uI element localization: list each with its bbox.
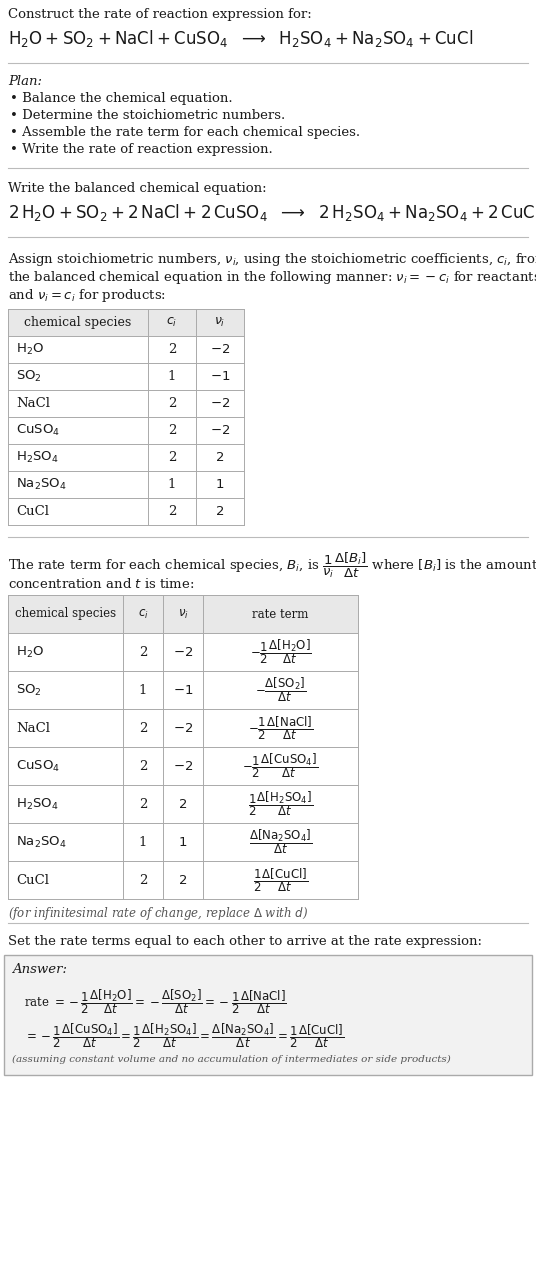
Text: $-\dfrac{1}{2}\dfrac{\Delta[\mathrm{CuSO_4}]}{\Delta t}$: $-\dfrac{1}{2}\dfrac{\Delta[\mathrm{CuSO… [242,752,318,780]
Text: $\dfrac{1}{2}\dfrac{\Delta[\mathrm{CuCl}]}{\Delta t}$: $\dfrac{1}{2}\dfrac{\Delta[\mathrm{CuCl}… [253,866,308,894]
Bar [8,337,244,363]
Text: 1: 1 [139,683,147,696]
Bar [8,632,358,671]
Text: The rate term for each chemical species, $B_i$, is $\dfrac{1}{\nu_i}\dfrac{\Delt: The rate term for each chemical species,… [8,551,536,580]
Text: 1: 1 [168,478,176,491]
Text: $-2$: $-2$ [210,343,230,356]
Text: $c_i$: $c_i$ [138,607,148,621]
Text: $\mathrm{2\,H_2O + SO_2 + 2\,NaCl + 2\,CuSO_4}$  $\longrightarrow$  $\mathrm{2\,: $\mathrm{2\,H_2O + SO_2 + 2\,NaCl + 2\,C… [8,202,536,224]
Text: 2: 2 [168,398,176,410]
Text: $1$: $1$ [178,836,188,848]
Bar [8,444,244,471]
Bar [8,417,244,444]
Text: $\mathrm{H_2O}$: $\mathrm{H_2O}$ [16,644,44,659]
Text: $-2$: $-2$ [173,721,193,734]
Text: Write the balanced chemical equation:: Write the balanced chemical equation: [8,182,266,196]
Text: • Balance the chemical equation.: • Balance the chemical equation. [10,91,233,105]
Text: 1: 1 [139,836,147,848]
Bar [8,823,358,861]
Text: 2: 2 [168,424,176,437]
Bar [8,390,244,417]
Text: Set the rate terms equal to each other to arrive at the rate expression:: Set the rate terms equal to each other t… [8,935,482,947]
Text: CuCl: CuCl [16,874,49,886]
Text: 2: 2 [139,798,147,810]
Text: $-\dfrac{\Delta[\mathrm{SO_2}]}{\Delta t}$: $-\dfrac{\Delta[\mathrm{SO_2}]}{\Delta t… [255,676,306,705]
Text: Assign stoichiometric numbers, $\nu_i$, using the stoichiometric coefficients, $: Assign stoichiometric numbers, $\nu_i$, … [8,251,536,268]
Text: $\nu_i$: $\nu_i$ [214,316,226,329]
Text: $2$: $2$ [178,798,188,810]
Text: $-1$: $-1$ [173,683,193,696]
Text: • Assemble the rate term for each chemical species.: • Assemble the rate term for each chemic… [10,126,360,138]
Bar [8,471,244,498]
Text: and $\nu_i = c_i$ for products:: and $\nu_i = c_i$ for products: [8,287,166,304]
Text: $\mathrm{Na_2SO_4}$: $\mathrm{Na_2SO_4}$ [16,834,66,850]
Text: 2: 2 [139,721,147,734]
FancyBboxPatch shape [4,955,532,1074]
Text: $-\dfrac{1}{2}\dfrac{\Delta[\mathrm{H_2O}]}{\Delta t}$: $-\dfrac{1}{2}\dfrac{\Delta[\mathrm{H_2O… [250,638,311,667]
Text: $\mathrm{H_2SO_4}$: $\mathrm{H_2SO_4}$ [16,450,58,465]
Text: NaCl: NaCl [16,398,50,410]
Text: Construct the rate of reaction expression for:: Construct the rate of reaction expressio… [8,8,312,22]
Text: 1: 1 [168,370,176,384]
Text: $-2$: $-2$ [173,645,193,659]
Text: $-2$: $-2$ [210,398,230,410]
Text: • Determine the stoichiometric numbers.: • Determine the stoichiometric numbers. [10,109,285,122]
Text: 2: 2 [168,343,176,356]
Bar [8,709,358,747]
Text: concentration and $t$ is time:: concentration and $t$ is time: [8,577,195,591]
Text: (assuming constant volume and no accumulation of intermediates or side products): (assuming constant volume and no accumul… [12,1055,451,1064]
Bar [8,747,358,785]
Text: NaCl: NaCl [16,721,50,734]
Text: $-2$: $-2$ [173,759,193,772]
Text: 2: 2 [139,874,147,886]
Text: the balanced chemical equation in the following manner: $\nu_i = -c_i$ for react: the balanced chemical equation in the fo… [8,269,536,286]
Text: $\mathrm{H_2O}$: $\mathrm{H_2O}$ [16,342,44,357]
Text: $\dfrac{1}{2}\dfrac{\Delta[\mathrm{H_2SO_4}]}{\Delta t}$: $\dfrac{1}{2}\dfrac{\Delta[\mathrm{H_2SO… [248,790,313,818]
Text: $= -\dfrac{1}{2}\dfrac{\Delta[\mathrm{CuSO_4}]}{\Delta t} = \dfrac{1}{2}\dfrac{\: $= -\dfrac{1}{2}\dfrac{\Delta[\mathrm{Cu… [24,1021,345,1050]
Text: $\nu_i$: $\nu_i$ [177,607,189,621]
Text: (for infinitesimal rate of change, replace $\Delta$ with $d$): (for infinitesimal rate of change, repla… [8,906,308,922]
Text: $\mathrm{H_2SO_4}$: $\mathrm{H_2SO_4}$ [16,796,58,812]
Text: $\dfrac{\Delta[\mathrm{Na_2SO_4}]}{\Delta t}$: $\dfrac{\Delta[\mathrm{Na_2SO_4}]}{\Delt… [249,828,312,856]
Text: chemical species: chemical species [15,607,116,621]
Text: rate term: rate term [252,607,309,621]
Text: 2: 2 [168,451,176,464]
Bar [8,671,358,709]
Text: rate $= -\dfrac{1}{2}\dfrac{\Delta[\mathrm{H_2O}]}{\Delta t} = -\dfrac{\Delta[\m: rate $= -\dfrac{1}{2}\dfrac{\Delta[\math… [24,987,287,1016]
Text: $\mathrm{CuSO_4}$: $\mathrm{CuSO_4}$ [16,423,60,438]
Text: • Write the rate of reaction expression.: • Write the rate of reaction expression. [10,144,273,156]
Text: $2$: $2$ [215,451,225,464]
Text: 2: 2 [168,505,176,518]
Text: 2: 2 [139,645,147,659]
Text: $-\dfrac{1}{2}\dfrac{\Delta[\mathrm{NaCl}]}{\Delta t}$: $-\dfrac{1}{2}\dfrac{\Delta[\mathrm{NaCl… [248,714,313,742]
Bar [8,363,244,390]
Text: $\mathrm{H_2O + SO_2 + NaCl + CuSO_4}$  $\longrightarrow$  $\mathrm{H_2SO_4 + Na: $\mathrm{H_2O + SO_2 + NaCl + CuSO_4}$ $… [8,28,473,50]
Text: $1$: $1$ [215,478,225,491]
Text: 2: 2 [139,759,147,772]
Bar [8,785,358,823]
Text: $\mathrm{Na_2SO_4}$: $\mathrm{Na_2SO_4}$ [16,478,66,491]
Text: chemical species: chemical species [24,316,132,329]
Text: CuCl: CuCl [16,505,49,518]
Bar [8,596,358,632]
Text: $2$: $2$ [215,505,225,518]
Bar [8,861,358,899]
Text: Answer:: Answer: [12,963,67,977]
Text: Plan:: Plan: [8,75,42,88]
Text: $c_i$: $c_i$ [166,316,177,329]
Bar [8,309,244,337]
Bar [8,498,244,525]
Text: $\mathrm{CuSO_4}$: $\mathrm{CuSO_4}$ [16,758,60,773]
Text: $-1$: $-1$ [210,370,230,384]
Text: $-2$: $-2$ [210,424,230,437]
Text: $\mathrm{SO_2}$: $\mathrm{SO_2}$ [16,682,42,697]
Text: $2$: $2$ [178,874,188,886]
Text: $\mathrm{SO_2}$: $\mathrm{SO_2}$ [16,370,42,384]
